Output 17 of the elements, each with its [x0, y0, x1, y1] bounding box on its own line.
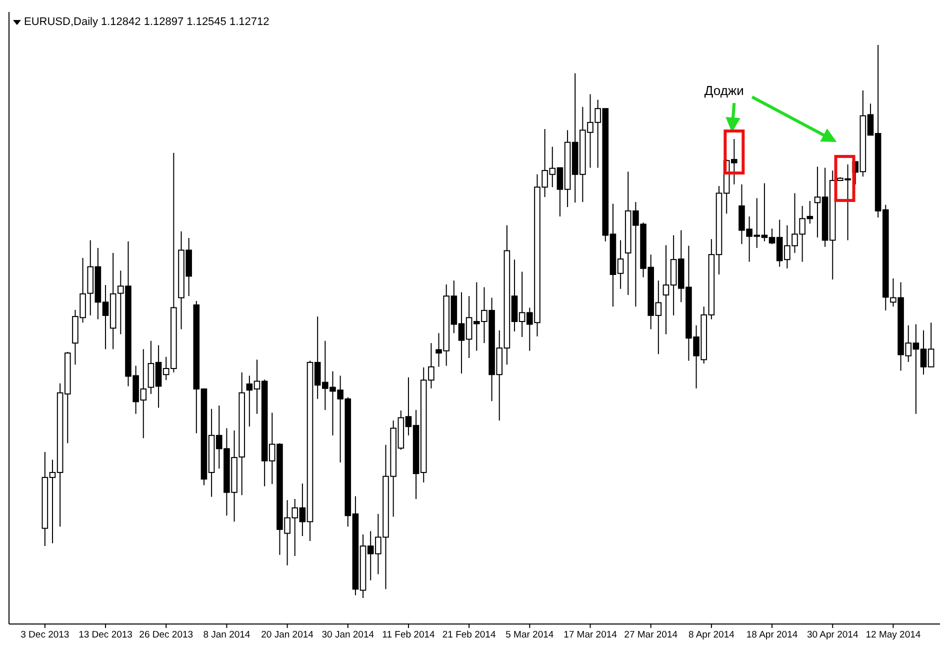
x-tick-label: 17 Mar 2014: [564, 630, 617, 641]
x-tick-label: 3 Dec 2013: [20, 630, 70, 641]
x-tick-label: 21 Feb 2014: [442, 630, 496, 641]
x-tick-label: 27 Mar 2014: [624, 630, 678, 641]
x-tick-label: 13 Dec 2013: [78, 630, 132, 641]
x-tick-label: 5 Mar 2014: [506, 630, 554, 641]
annotation: Доджи: [704, 83, 744, 98]
x-tick-label: 26 Dec 2013: [139, 630, 194, 641]
x-tick-label: 20 Jan 2014: [261, 630, 314, 641]
x-tick-label: 12 May 2014: [866, 630, 921, 641]
x-tick-label: 18 Apr 2014: [746, 630, 798, 641]
x-tick-label: 8 Jan 2014: [203, 630, 250, 641]
chart-title: EURUSD,Daily 1.12842 1.12897 1.12545 1.12712: [24, 16, 270, 28]
x-tick-label: 30 Jan 2014: [322, 630, 374, 641]
x-tick-label: 30 Apr 2014: [806, 630, 858, 641]
x-tick-label: 8 Apr 2014: [688, 630, 734, 641]
x-tick-label: 11 Feb 2014: [382, 630, 435, 641]
